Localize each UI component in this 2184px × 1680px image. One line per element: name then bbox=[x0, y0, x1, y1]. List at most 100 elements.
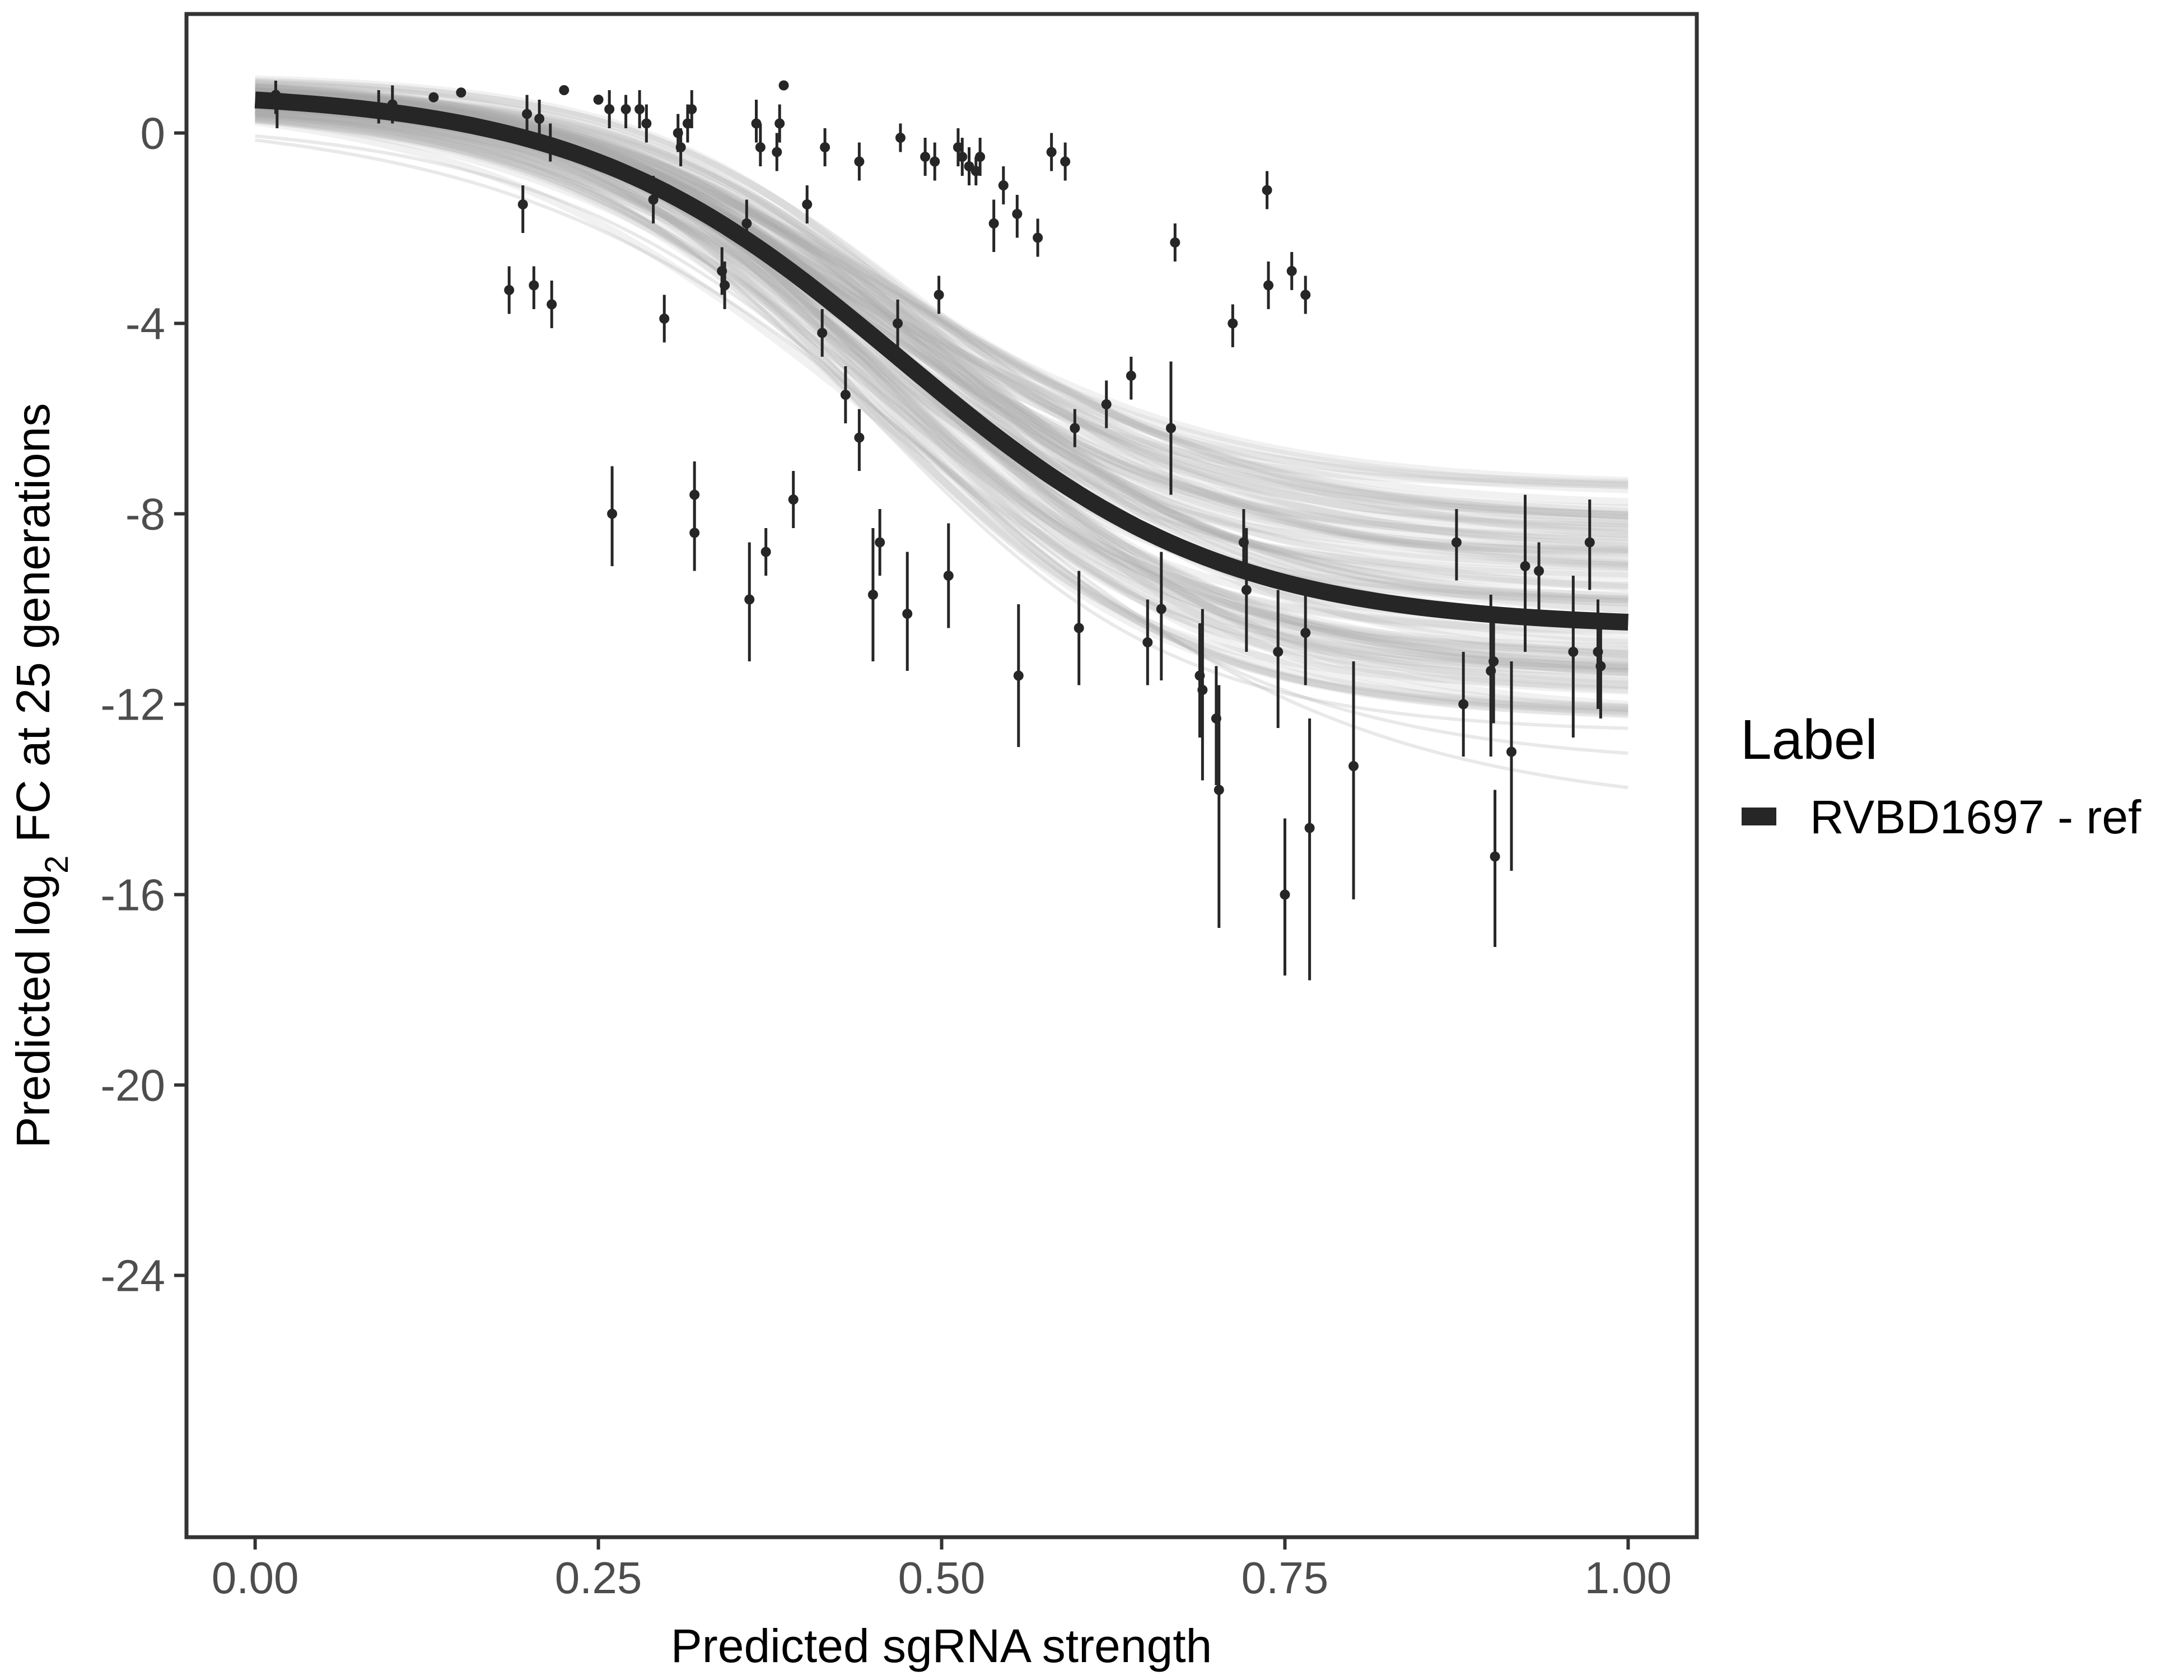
data-point bbox=[387, 85, 398, 124]
data-point bbox=[529, 266, 539, 309]
data-point bbox=[760, 528, 771, 576]
point-marker bbox=[957, 152, 968, 162]
point-marker bbox=[534, 114, 545, 124]
posterior-draw bbox=[254, 115, 1628, 592]
point-marker bbox=[772, 147, 782, 157]
legend-swatch bbox=[1742, 808, 1776, 825]
posterior-draw bbox=[254, 106, 1628, 531]
posterior-draw bbox=[254, 114, 1628, 662]
posterior-draw bbox=[255, 87, 1628, 647]
data-point bbox=[895, 123, 906, 152]
point-marker bbox=[930, 156, 940, 167]
point-marker bbox=[545, 137, 556, 148]
point-marker bbox=[1595, 661, 1606, 671]
point-marker bbox=[970, 166, 981, 176]
point-marker bbox=[1241, 585, 1252, 595]
data-point bbox=[1280, 818, 1290, 976]
data-point bbox=[751, 100, 762, 143]
data-point bbox=[1595, 614, 1606, 718]
y-axis-title: Predicted log2 FC at 25 generations bbox=[7, 403, 75, 1148]
point-marker bbox=[840, 390, 851, 400]
data-point bbox=[1534, 542, 1544, 614]
data-point bbox=[545, 123, 556, 162]
data-point bbox=[634, 90, 645, 128]
y-axis-title-subscript: 2 bbox=[39, 856, 75, 874]
data-point bbox=[1170, 223, 1180, 262]
data-point bbox=[522, 95, 533, 133]
point-marker bbox=[1534, 566, 1544, 576]
point-marker bbox=[720, 280, 730, 291]
posterior-draw bbox=[254, 106, 1628, 670]
x-tick-label: 0.75 bbox=[1242, 1553, 1329, 1603]
point-marker bbox=[895, 133, 906, 143]
data-point bbox=[1458, 652, 1469, 757]
data-point bbox=[1520, 494, 1530, 652]
point-marker bbox=[1046, 147, 1057, 157]
data-point bbox=[593, 95, 604, 105]
posterior-draw bbox=[255, 86, 1628, 516]
point-marker bbox=[559, 85, 570, 95]
posterior-draw bbox=[255, 82, 1628, 601]
data-point bbox=[788, 471, 799, 528]
posterior-draw bbox=[255, 99, 1628, 713]
data-point bbox=[504, 266, 515, 314]
posterior-draw bbox=[255, 87, 1628, 568]
data-point bbox=[1214, 685, 1224, 928]
data-point bbox=[957, 138, 968, 176]
data-point bbox=[517, 185, 528, 233]
x-tick-label: 0.50 bbox=[898, 1553, 986, 1603]
point-marker bbox=[682, 118, 693, 129]
point-marker bbox=[689, 489, 700, 500]
data-point bbox=[817, 309, 828, 357]
point-marker bbox=[943, 571, 954, 581]
data-point bbox=[1013, 604, 1024, 747]
data-point bbox=[547, 281, 557, 328]
data-point bbox=[1273, 590, 1284, 728]
point-marker bbox=[1304, 823, 1315, 833]
point-marker bbox=[1070, 423, 1080, 433]
legend-title: Label bbox=[1740, 708, 1878, 771]
point-marker bbox=[902, 609, 913, 619]
posterior-draw bbox=[255, 106, 1628, 493]
posterior-draw bbox=[255, 87, 1628, 570]
point-marker bbox=[1060, 156, 1071, 167]
data-point bbox=[778, 80, 789, 91]
data-point bbox=[1262, 171, 1272, 209]
point-marker bbox=[1568, 647, 1579, 657]
data-point bbox=[1506, 661, 1517, 871]
posterior-draw bbox=[255, 83, 1628, 519]
data-point bbox=[374, 90, 384, 124]
point-marker bbox=[893, 318, 903, 329]
data-point bbox=[772, 133, 782, 171]
data-point bbox=[988, 199, 999, 252]
y-axis: 0 -4 -8 -12 -16 -20 -24 bbox=[100, 109, 185, 1301]
data-point bbox=[943, 523, 954, 628]
y-tick-label: -12 bbox=[100, 680, 165, 730]
point-marker bbox=[1101, 399, 1112, 409]
data-point bbox=[1490, 790, 1500, 947]
point-marker bbox=[1126, 371, 1136, 381]
point-marker bbox=[547, 299, 557, 310]
data-point bbox=[1241, 528, 1252, 652]
point-marker bbox=[1214, 785, 1224, 795]
data-point bbox=[875, 509, 885, 576]
data-point bbox=[648, 176, 659, 223]
posterior-draw bbox=[255, 79, 1628, 522]
point-marker bbox=[934, 290, 944, 300]
point-marker bbox=[802, 199, 813, 209]
point-marker bbox=[517, 199, 528, 209]
data-point bbox=[867, 528, 878, 661]
posterior-draw bbox=[255, 90, 1628, 590]
data-point bbox=[930, 142, 940, 181]
point-marker bbox=[529, 280, 539, 291]
point-marker bbox=[1142, 637, 1153, 647]
data-point bbox=[1033, 218, 1043, 257]
data-point bbox=[272, 90, 282, 128]
data-point bbox=[1304, 718, 1315, 981]
legend: Label RVBD1697 - ref bbox=[1740, 708, 2141, 843]
point-marker bbox=[1520, 561, 1530, 571]
point-marker bbox=[593, 95, 604, 105]
posterior-draw bbox=[255, 86, 1628, 659]
posterior-draw bbox=[255, 80, 1628, 606]
posterior-draw bbox=[255, 75, 1628, 604]
